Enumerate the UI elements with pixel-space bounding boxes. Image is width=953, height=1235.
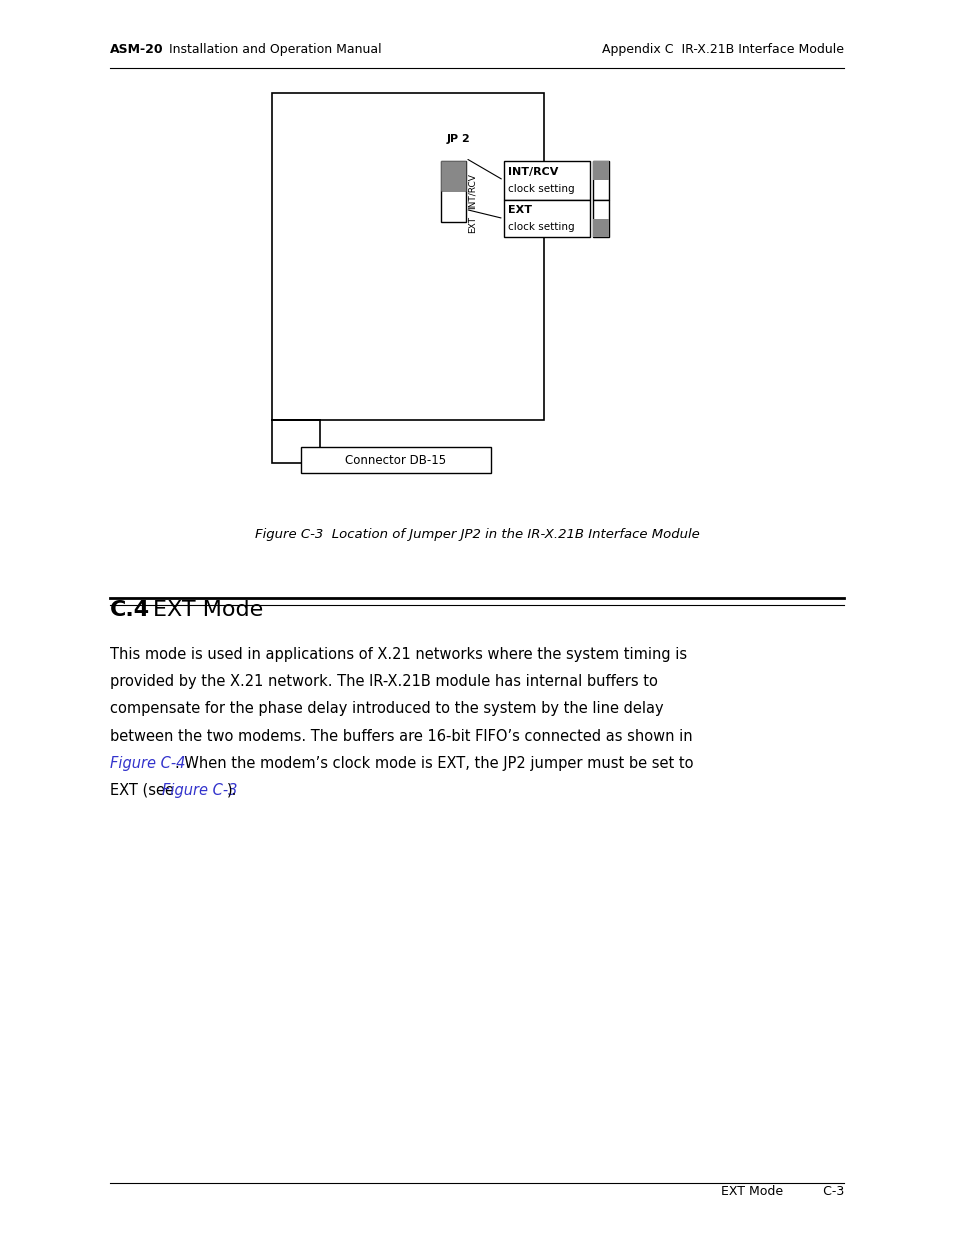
Text: Installation and Operation Manual: Installation and Operation Manual xyxy=(165,42,381,56)
Bar xyxy=(440,161,465,222)
Text: Figure C-4: Figure C-4 xyxy=(110,756,185,771)
Text: INT/RCV: INT/RCV xyxy=(467,173,476,210)
Text: EXT (see: EXT (see xyxy=(110,783,178,798)
Text: between the two modems. The buffers are 16-bit FIFO’s connected as shown in: between the two modems. The buffers are … xyxy=(110,729,692,743)
Bar xyxy=(593,161,608,180)
Bar xyxy=(593,219,608,237)
Text: Appendix C  IR-X.21B Interface Module: Appendix C IR-X.21B Interface Module xyxy=(601,42,843,56)
FancyBboxPatch shape xyxy=(300,447,491,473)
Bar xyxy=(440,161,465,191)
Text: EXT: EXT xyxy=(508,205,532,215)
Text: ).: ). xyxy=(227,783,237,798)
Text: EXT Mode: EXT Mode xyxy=(152,600,263,620)
Text: clock setting: clock setting xyxy=(508,222,575,232)
Text: ASM-20: ASM-20 xyxy=(110,42,163,56)
Bar xyxy=(503,200,589,237)
Text: JP 2: JP 2 xyxy=(446,135,470,144)
Text: compensate for the phase delay introduced to the system by the line delay: compensate for the phase delay introduce… xyxy=(110,701,662,716)
Bar xyxy=(440,161,465,191)
Text: Connector DB-15: Connector DB-15 xyxy=(345,453,446,467)
Bar xyxy=(593,200,608,237)
Text: C.4: C.4 xyxy=(110,600,150,620)
Text: This mode is used in applications of X.21 networks where the system timing is: This mode is used in applications of X.2… xyxy=(110,647,686,662)
Text: EXT: EXT xyxy=(467,216,476,233)
Text: clock setting: clock setting xyxy=(508,184,575,194)
Text: Figure C-3: Figure C-3 xyxy=(162,783,237,798)
Text: provided by the X.21 network. The IR-X.21B module has internal buffers to: provided by the X.21 network. The IR-X.2… xyxy=(110,674,657,689)
Bar xyxy=(503,161,589,200)
Bar xyxy=(593,161,608,200)
Text: INT/RCV: INT/RCV xyxy=(508,167,558,177)
Text: EXT Mode          C-3: EXT Mode C-3 xyxy=(720,1184,843,1198)
Text: . When the modem’s clock mode is EXT, the JP2 jumper must be set to: . When the modem’s clock mode is EXT, th… xyxy=(174,756,693,771)
Text: Figure C-3  Location of Jumper JP2 in the IR-X.21B Interface Module: Figure C-3 Location of Jumper JP2 in the… xyxy=(254,527,699,541)
